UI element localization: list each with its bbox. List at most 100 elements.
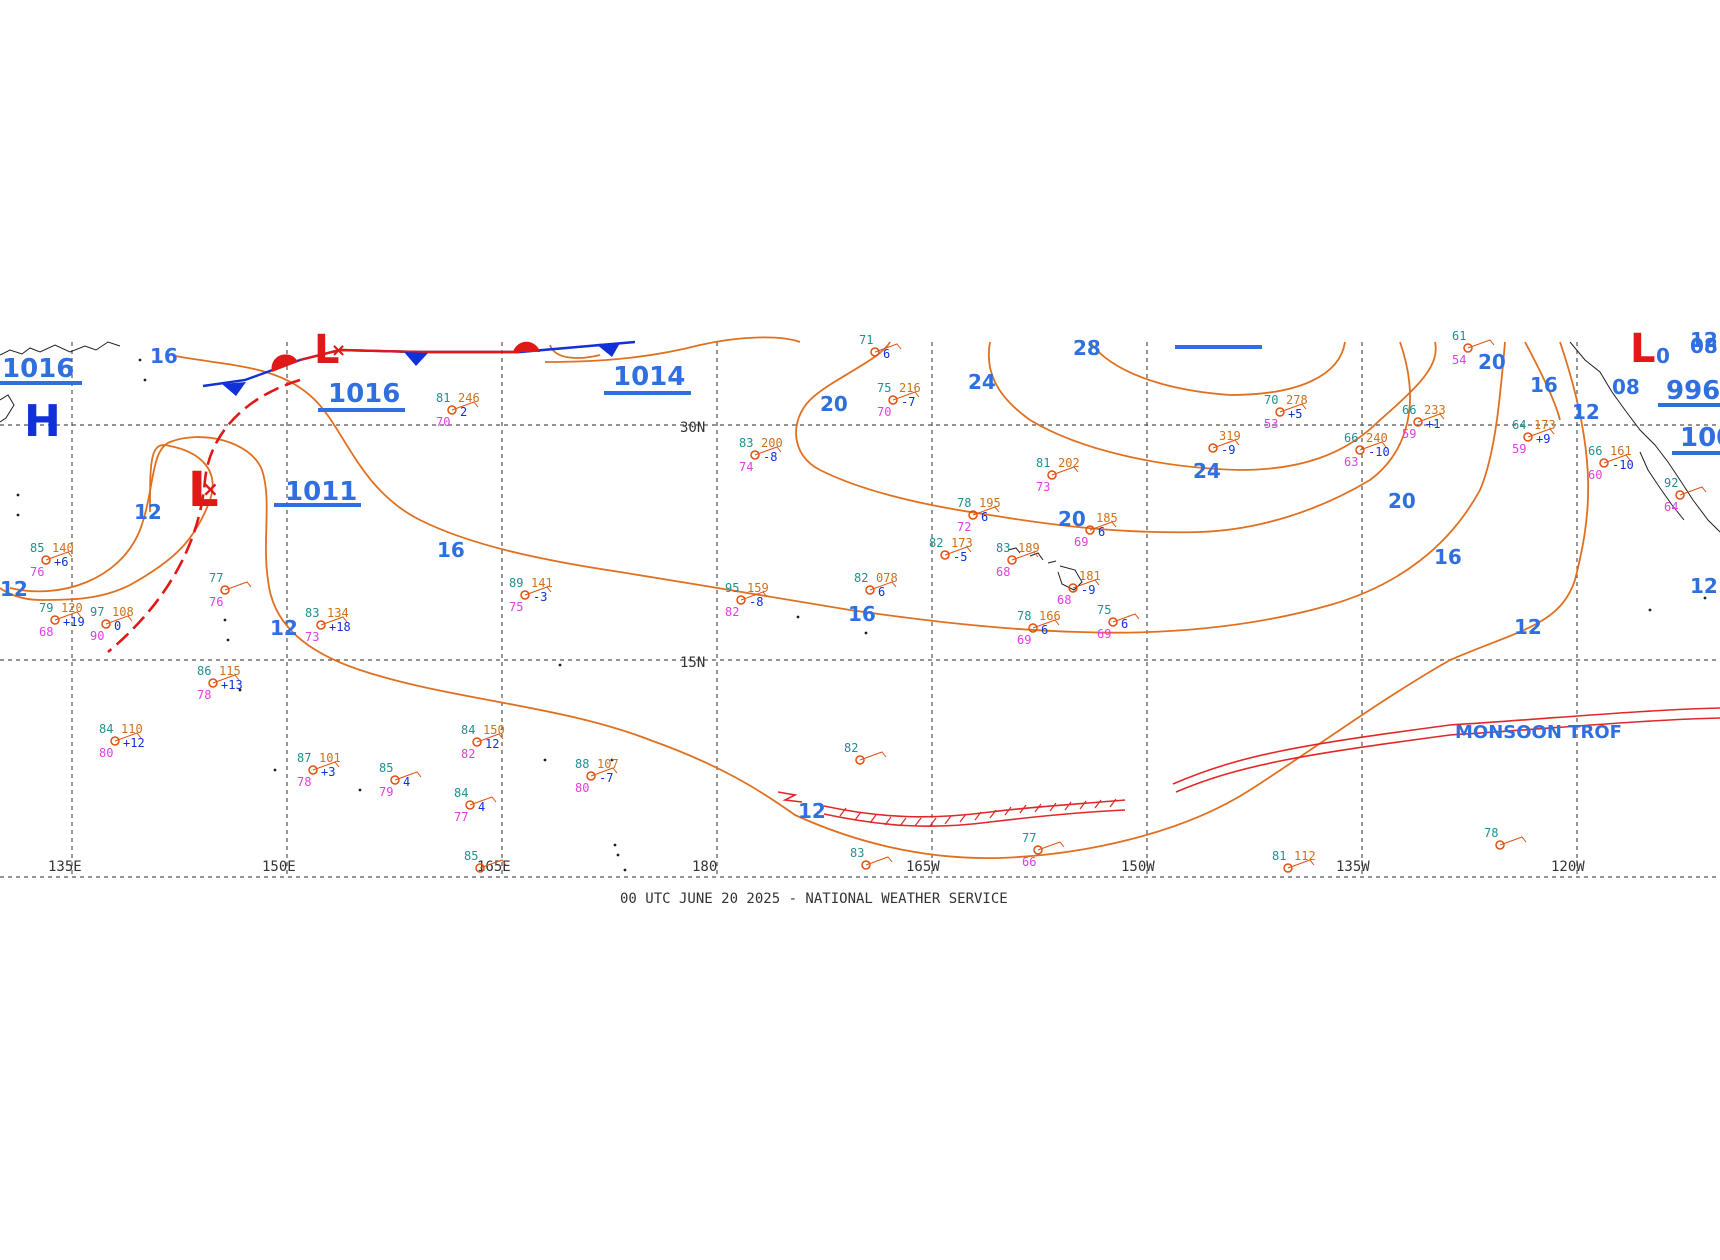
station-dewpoint: 90 — [90, 629, 104, 643]
station-pressure-change: 0 — [114, 619, 121, 633]
cold-front-barb — [404, 352, 428, 366]
station-pressure: 233 — [1424, 403, 1446, 417]
high-pressure-center: H — [24, 396, 61, 447]
station-circle — [1033, 845, 1043, 855]
station-pressure-change: -8 — [749, 595, 763, 609]
isobar-label: 16 — [1434, 545, 1462, 569]
station-plot: 85 79 4 — [379, 761, 422, 799]
station-circle — [220, 585, 230, 595]
wind-barb — [865, 856, 893, 866]
station-temperature: 85 — [379, 761, 393, 775]
station-pressure-change: -9 — [1081, 583, 1095, 597]
north-america-coast — [1569, 341, 1720, 533]
station-plot: 78 166 69 6 — [1017, 609, 1061, 647]
isobar-label: 20 — [1058, 507, 1086, 531]
station-circle — [208, 678, 218, 688]
station-dewpoint: 68 — [39, 625, 53, 639]
station-plot: 97 108 90 0 — [90, 605, 134, 643]
island-dot — [623, 868, 627, 872]
isobar-label: 0 — [1656, 344, 1670, 368]
isobar-label: 08 — [1612, 375, 1640, 399]
station-plot: 78 — [1484, 826, 1527, 850]
wind-barb — [1417, 413, 1445, 423]
station-dewpoint: 78 — [197, 688, 211, 702]
station-dewpoint: 73 — [1036, 480, 1050, 494]
station-plot: 81 246 70 2 — [436, 391, 480, 429]
pressure-label-1016-north: 1016 — [328, 379, 400, 409]
station-pressure-change: +5 — [1288, 407, 1302, 421]
station-pressure-change: +18 — [329, 620, 351, 634]
station-plot: 70 278 53 +5 — [1264, 393, 1308, 431]
station-dewpoint: 53 — [1264, 417, 1278, 431]
isobar-20-east — [795, 341, 1411, 534]
warm-front-bump — [271, 354, 298, 372]
station-dewpoint: 76 — [30, 565, 44, 579]
station-circle — [472, 737, 482, 747]
low-pressure-center: L — [188, 462, 219, 518]
station-temperature: 61 — [1452, 329, 1466, 343]
station-plot: 82 — [844, 741, 887, 765]
island-dot — [273, 768, 277, 772]
japan-coast-2 — [0, 394, 15, 423]
station-pressure: 216 — [899, 381, 921, 395]
wind-barb — [1279, 403, 1307, 413]
station-pressure-change: 6 — [883, 347, 890, 361]
station-circle — [750, 450, 760, 460]
isobar-label: 12 — [134, 500, 162, 524]
station-dewpoint: 80 — [575, 781, 589, 795]
island-dot — [16, 493, 20, 497]
station-plot: 319-9 — [1208, 429, 1241, 457]
station-plot: 92 64 — [1664, 476, 1707, 514]
station-pressure-change: -10 — [1368, 445, 1390, 459]
island-dot — [358, 788, 362, 792]
warm-front-bump — [513, 341, 540, 352]
station-circle — [41, 555, 51, 565]
station-temperature: 81 — [436, 391, 450, 405]
station-temperature: 81 — [1272, 849, 1286, 863]
station-pressure-change: +3 — [321, 765, 335, 779]
wind-barb — [1287, 859, 1315, 869]
station-pressure: 134 — [327, 606, 349, 620]
wind-barb — [874, 343, 902, 353]
monsoon-trough-line-a — [1172, 707, 1720, 785]
station-temperature: 77 — [209, 571, 223, 585]
station-temperature: 89 — [509, 576, 523, 590]
station-circle — [308, 765, 318, 775]
station-plot: 88 107 80 -7 — [575, 757, 619, 795]
isobar-16-top — [544, 336, 801, 363]
wind-barb — [1037, 841, 1065, 851]
station-pressure-change: 2 — [460, 405, 467, 419]
isobar-label: 12 — [1572, 400, 1600, 424]
wind-barb — [1499, 836, 1527, 846]
station-plot: 64 173 59 +9 — [1512, 418, 1556, 456]
wind-barb — [944, 546, 972, 556]
station-circle — [316, 620, 326, 630]
island-dot — [226, 638, 230, 642]
station-pressure-change: +6 — [54, 555, 68, 569]
shear-hatch — [839, 798, 1117, 827]
pressure-label-100: 100 — [1680, 423, 1720, 453]
station-plot: 77 76 — [209, 571, 252, 609]
cold-front-segment-red — [299, 348, 520, 362]
station-pressure: 150 — [483, 723, 505, 737]
wind-barb — [1212, 439, 1240, 449]
wind-barb — [479, 859, 507, 869]
shear-line-b — [823, 809, 1126, 827]
station-circle — [736, 595, 746, 605]
station-circle — [1523, 432, 1533, 442]
low-center-x-marker: × — [202, 477, 219, 501]
wind-barb — [1011, 551, 1039, 561]
station-dewpoint: 68 — [996, 565, 1010, 579]
station-circle — [1463, 343, 1473, 353]
isobars — [0, 336, 1590, 860]
station-circle — [1413, 417, 1423, 427]
lon-label-150w: 150W — [1121, 859, 1155, 875]
station-plot: 181 68 -9 — [1057, 569, 1101, 607]
station-pressure-change: +1 — [1426, 417, 1440, 431]
station-plot: 84 150 82 12 — [461, 723, 505, 761]
isobar-label: 12 — [270, 616, 298, 640]
station-temperature: 78 — [1017, 609, 1031, 623]
station-plot: 185 69 6 — [1074, 511, 1118, 549]
